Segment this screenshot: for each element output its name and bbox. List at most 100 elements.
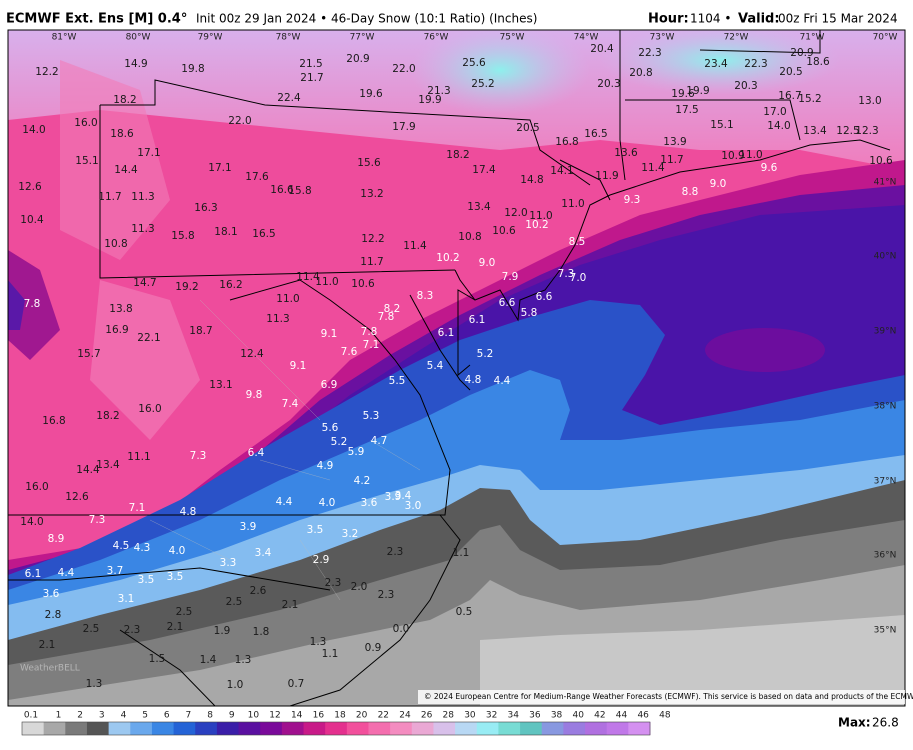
snow-value: 3.6 bbox=[43, 588, 60, 600]
snow-value: 15.6 bbox=[357, 157, 381, 169]
snow-value: 5.8 bbox=[521, 307, 538, 319]
snow-value: 12.4 bbox=[240, 348, 264, 360]
colorbar-swatch bbox=[216, 722, 240, 735]
longitude-label: 81°W bbox=[52, 33, 77, 43]
snow-value: 11.7 bbox=[360, 256, 383, 268]
colorbar-label: 5 bbox=[142, 711, 148, 721]
snow-value: 15.8 bbox=[171, 230, 194, 242]
snow-value: 18.7 bbox=[189, 325, 212, 337]
snow-value: 22.1 bbox=[137, 332, 160, 344]
colorbar-label: 32 bbox=[486, 711, 497, 721]
colorbar-swatch bbox=[195, 722, 218, 735]
snow-value: 17.5 bbox=[675, 104, 698, 116]
colorbar-label: 10 bbox=[248, 711, 260, 721]
snow-value: 20.4 bbox=[590, 43, 614, 55]
colorbar-label: 48 bbox=[659, 711, 671, 721]
snow-value: 11.3 bbox=[131, 191, 154, 203]
snow-value: 3.0 bbox=[405, 500, 422, 512]
snow-value: 7.8 bbox=[24, 298, 41, 310]
latitude-label: 39°N bbox=[874, 327, 897, 337]
snow-value: 19.6 bbox=[671, 88, 695, 100]
map-frame bbox=[7, 29, 906, 707]
snow-value: 5.2 bbox=[477, 348, 494, 360]
snow-value: 19.2 bbox=[175, 281, 198, 293]
snow-value: 10.6 bbox=[869, 155, 893, 167]
snow-value: 10.2 bbox=[525, 219, 548, 231]
snow-value: 9.0 bbox=[710, 178, 727, 190]
model-title: ECMWF Ext. Ens [M] 0.4° bbox=[6, 12, 187, 27]
snow-value: 0.0 bbox=[393, 623, 410, 635]
snow-value: 7.8 bbox=[361, 326, 378, 338]
snow-value: 7.1 bbox=[129, 502, 146, 514]
snow-value: 25.2 bbox=[471, 78, 494, 90]
colorbar-swatch bbox=[628, 722, 651, 735]
snow-value: 7.4 bbox=[282, 398, 299, 410]
snow-value: 18.1 bbox=[214, 226, 237, 238]
snow-value: 6.9 bbox=[321, 379, 338, 391]
snow-value: 9.3 bbox=[624, 194, 641, 206]
snow-value: 7.8 bbox=[378, 311, 395, 323]
colorbar-swatch bbox=[130, 722, 153, 735]
snow-value: 3.5 bbox=[138, 574, 155, 586]
snow-value: 6.4 bbox=[248, 447, 265, 459]
snow-value: 14.7 bbox=[133, 277, 156, 289]
longitude-label: 76°W bbox=[424, 33, 449, 43]
snow-value: 12.5 bbox=[836, 125, 859, 137]
snow-value: 20.9 bbox=[346, 53, 369, 65]
colorbar-label: 12 bbox=[269, 711, 280, 721]
colorbar-swatch bbox=[433, 722, 456, 735]
snow-value: 2.5 bbox=[226, 596, 243, 608]
snow-value: 0.5 bbox=[456, 606, 473, 618]
snow-value: 11.3 bbox=[131, 223, 154, 235]
colorbar-label: 44 bbox=[616, 711, 628, 721]
snow-value: 18.6 bbox=[110, 128, 134, 140]
colorbar-swatch bbox=[22, 722, 45, 735]
snow-value: 14.9 bbox=[124, 58, 147, 70]
snow-value: 4.4 bbox=[276, 496, 293, 508]
snow-value: 12.3 bbox=[855, 125, 878, 137]
snow-value: 14.8 bbox=[520, 174, 543, 186]
snow-value: 13.0 bbox=[858, 95, 881, 107]
snow-value: 3.2 bbox=[342, 528, 359, 540]
latitude-label: 37°N bbox=[874, 477, 897, 487]
colorbar-swatch bbox=[260, 722, 283, 735]
snow-value: 22.0 bbox=[228, 115, 251, 127]
snow-value: 16.6 bbox=[270, 184, 294, 196]
colorbar-label: 26 bbox=[421, 711, 433, 721]
colorbar-swatch bbox=[390, 722, 413, 735]
snow-value: 4.9 bbox=[317, 460, 334, 472]
snow-value: 1.9 bbox=[214, 625, 231, 637]
colorbar-label: 28 bbox=[443, 711, 455, 721]
longitude-label: 75°W bbox=[500, 33, 525, 43]
snow-value: 14.4 bbox=[76, 464, 100, 476]
snow-value: 2.5 bbox=[176, 606, 193, 618]
snow-value: 3.6 bbox=[361, 497, 378, 509]
colorbar-swatch bbox=[173, 722, 196, 735]
snow-value: 14.4 bbox=[114, 164, 138, 176]
snow-value: 9.6 bbox=[761, 162, 778, 174]
snow-value: 3.5 bbox=[167, 571, 184, 583]
snow-value: 15.7 bbox=[77, 348, 100, 360]
snow-value: 11.9 bbox=[595, 170, 618, 182]
snow-value: 12.2 bbox=[35, 66, 58, 78]
colorbar-label: 9 bbox=[229, 711, 235, 721]
snow-value: 16.3 bbox=[194, 202, 217, 214]
snow-value: 7.3 bbox=[190, 450, 207, 462]
snow-value: 9.8 bbox=[246, 389, 263, 401]
snow-value: 7.6 bbox=[341, 346, 358, 358]
colorbar-label: 0.1 bbox=[24, 711, 38, 721]
snow-value: 13.9 bbox=[663, 136, 686, 148]
snow-value: 4.7 bbox=[371, 435, 388, 447]
snow-value: 16.9 bbox=[105, 324, 128, 336]
snow-value: 11.7 bbox=[98, 191, 121, 203]
snow-value: 4.3 bbox=[134, 542, 151, 554]
longitude-label: 71°W bbox=[800, 33, 825, 43]
colorbar-swatch bbox=[585, 722, 608, 735]
snow-value: 18.6 bbox=[806, 56, 830, 68]
snow-value: 1.8 bbox=[253, 626, 270, 638]
colorbar-label: 8 bbox=[207, 711, 213, 721]
snow-value: 2.3 bbox=[124, 624, 141, 636]
colorbar-swatch bbox=[281, 722, 305, 735]
snow-value: 19.9 bbox=[686, 85, 709, 97]
